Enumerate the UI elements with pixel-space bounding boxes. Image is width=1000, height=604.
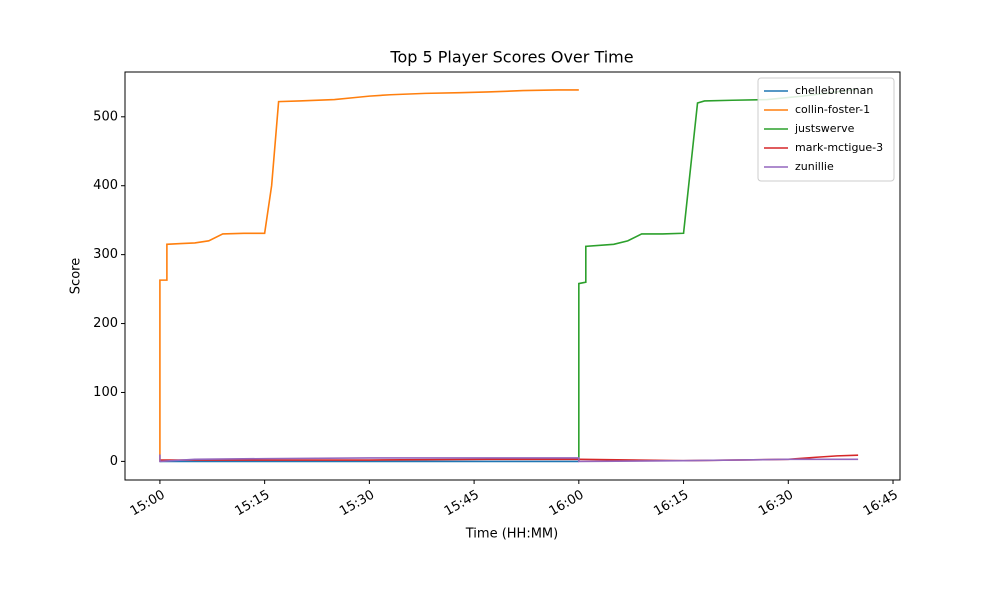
x-tick-label: 15:45	[442, 488, 482, 520]
legend-label: collin-foster-1	[795, 103, 870, 116]
y-tick-label: 500	[93, 109, 118, 124]
legend-label: mark-mctigue-3	[795, 141, 883, 154]
plot-area	[124, 71, 901, 481]
y-tick-label: 100	[93, 385, 118, 400]
y-tick-label: 300	[93, 247, 118, 262]
legend-box	[757, 77, 895, 182]
y-axis-label: Score	[69, 258, 84, 294]
legend-label: justswerve	[794, 122, 855, 135]
series-line	[159, 89, 579, 462]
x-tick-label: 16:15	[651, 488, 691, 520]
x-tick-label: 16:45	[861, 488, 901, 520]
legend-label: chellebrennan	[795, 84, 873, 97]
x-tick-label: 15:15	[232, 488, 272, 520]
x-tick-label: 15:30	[337, 488, 377, 520]
legend-label: zunillie	[795, 160, 834, 173]
y-tick-label: 400	[93, 178, 118, 193]
x-axis-label: Time (HH:MM)	[465, 527, 558, 542]
x-tick-label: 16:30	[756, 488, 796, 520]
x-tick-label: 15:00	[128, 488, 168, 520]
chart-title: Top 5 Player Scores Over Time	[389, 48, 633, 67]
y-tick-label: 0	[110, 454, 118, 469]
y-tick-label: 200	[93, 316, 118, 331]
series-line	[159, 454, 859, 463]
x-tick-label: 16:00	[547, 488, 587, 520]
